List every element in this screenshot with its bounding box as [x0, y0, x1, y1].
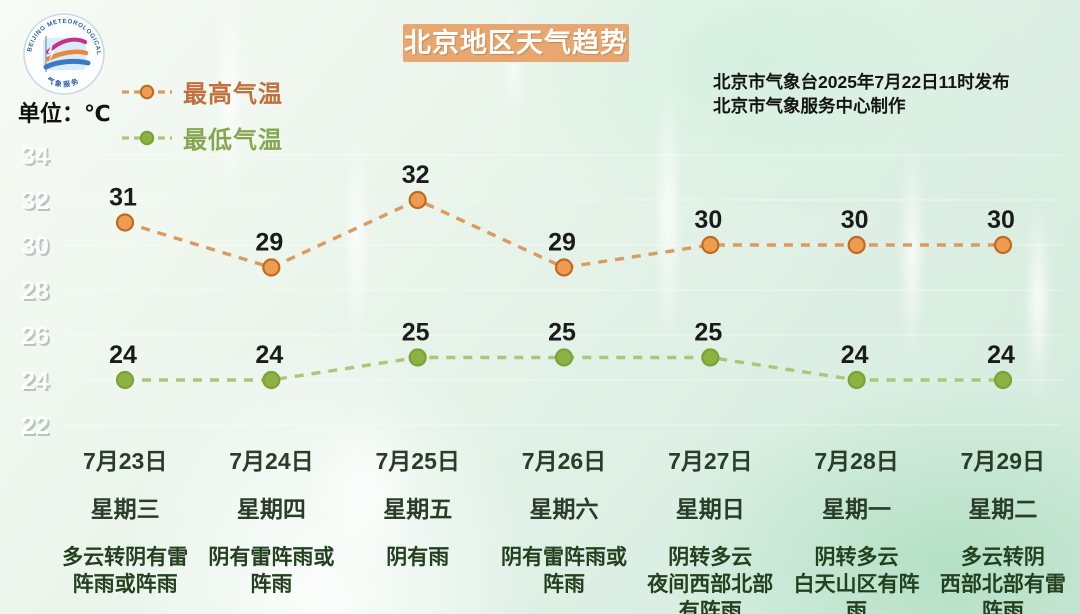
page-title: 北京地区天气趋势: [403, 24, 629, 62]
low-temp-line: [125, 355, 1003, 382]
low-temp-value-label: 25: [548, 319, 576, 347]
legend-label: 最高气温: [183, 81, 283, 108]
high-temp-point: [408, 190, 427, 210]
day-weekday-label: 星期一: [822, 496, 892, 522]
day-weather-description: 阴有雷阵雨或 阵雨: [208, 546, 335, 596]
issued-line: 北京市气象台2025年7月22日11时发布: [713, 72, 1010, 92]
day-date-label: 7月28日: [814, 448, 899, 474]
day-date-label: 7月23日: [82, 448, 168, 474]
day-labels-row: 7月23日 星期三 多云转阴有雷 阵雨或阵雨 7月24日 星期四 阴有雷阵雨或 阵雨 7月2…: [52, 440, 1076, 614]
high-temp-value-label: 29: [255, 229, 283, 257]
low-temp-value-label: 25: [402, 319, 430, 347]
day-weekday-label: 星期二: [968, 496, 1038, 522]
light-streak: [905, 130, 919, 380]
low-temp-value-label: 24: [987, 341, 1015, 369]
unit-label: 单位：℃: [18, 101, 111, 126]
source-info: 北京市气象台2025年7月22日11时发布 北京市气象服务中心制作: [713, 70, 1010, 118]
day-weather-description: 阴转多云 白天山区有阵 雨: [793, 546, 920, 614]
low-temp-point: [554, 348, 574, 367]
day-column: 7月28日星期一阴转多云 白天山区有阵 雨: [783, 440, 929, 614]
day-weather-description: 阴有雷阵雨或 阵雨: [500, 546, 627, 596]
day-weekday-label: 星期六: [529, 496, 599, 522]
day-column: 7月25日星期五阴有雨: [345, 440, 491, 614]
day-weekday-label: 星期四: [236, 496, 306, 522]
produced-line: 北京市气象服务中心制作: [713, 96, 906, 116]
y-axis-tick-label: 34: [21, 142, 49, 170]
high-temp-point: [993, 235, 1013, 255]
chart-legend: 最高气温 最低气温: [121, 74, 283, 155]
legend-item-low-temp: 最低气温: [121, 120, 283, 155]
y-axis-tick-shadow: 34: [23, 144, 51, 172]
y-axis-tick-label: 26: [21, 322, 49, 350]
y-axis-tick-label: 28: [21, 277, 49, 305]
low-temp-point: [701, 348, 720, 367]
day-column: 7月29日星期二多云转阴 西部北部有雷 阵雨: [930, 440, 1076, 614]
high-temp-value-label: 32: [402, 161, 430, 189]
high-temp-value-label: 30: [694, 206, 722, 234]
y-axis-tick-shadow: 32: [23, 189, 51, 217]
light-streak: [508, 0, 520, 130]
light-streak: [350, 110, 364, 370]
day-weather-description: 阴有雨: [386, 546, 450, 569]
low-temp-value-label: 25: [694, 319, 722, 347]
high-temp-point: [701, 235, 720, 255]
low-temp-point: [262, 370, 281, 390]
low-temp-point: [993, 370, 1013, 390]
day-column: 7月23日星期三多云转阴有雷 阵雨或阵雨: [52, 440, 198, 614]
day-date-label: 7月24日: [229, 448, 314, 474]
low-temp-point: [115, 370, 135, 390]
y-axis-tick-shadow: 30: [23, 234, 51, 262]
high-temp-point: [554, 258, 574, 277]
day-weekday-label: 星期日: [675, 496, 745, 522]
y-axis-tick-shadow: 28: [23, 279, 51, 307]
high-temp-value-label: 31: [109, 184, 137, 212]
day-column: 7月24日星期四阴有雷阵雨或 阵雨: [198, 440, 344, 614]
high-temp-point: [847, 235, 866, 255]
beijing-meteorological-service-logo-icon: BEIJING METEOROLOGICAL SERVICE 气象服务: [22, 12, 105, 95]
y-axis-tick-label: 24: [21, 367, 49, 395]
high-temp-point: [115, 213, 135, 232]
day-date-label: 7月27日: [668, 448, 753, 474]
low-temp-value-label: 24: [841, 341, 869, 369]
high-temp-marker-icon: [122, 84, 172, 99]
y-axis-tick-label: 30: [21, 232, 49, 260]
y-axis-tick-shadow: 26: [23, 324, 51, 352]
day-weather-description: 阴转多云 夜间西部北部 有阵雨: [647, 546, 774, 614]
high-temp-point: [262, 258, 281, 277]
day-date-label: 7月25日: [375, 448, 460, 474]
day-weather-description: 多云转阴有雷 阵雨或阵雨: [62, 546, 189, 596]
day-weekday-label: 星期五: [383, 496, 453, 522]
light-streak: [1030, 190, 1046, 410]
legend-label: 最低气温: [183, 127, 283, 154]
day-weather-description: 多云转阴 西部北部有雷 阵雨: [939, 546, 1066, 614]
day-date-label: 7月29日: [960, 448, 1046, 474]
low-temp-point: [408, 348, 427, 367]
light-streak: [660, 60, 676, 360]
high-temp-value-label: 29: [548, 229, 576, 257]
low-temp-value-label: 24: [109, 341, 137, 369]
day-weekday-label: 星期三: [90, 496, 160, 522]
y-axis-tick-shadow: 22: [23, 414, 51, 442]
high-temp-value-label: 30: [987, 206, 1015, 234]
day-column: 7月26日星期六阴有雷阵雨或 阵雨: [491, 440, 637, 614]
high-temp-line: [124, 198, 1003, 270]
low-temp-point: [847, 370, 866, 390]
low-temp-marker-icon: [122, 130, 172, 145]
day-column: 7月27日星期日阴转多云 夜间西部北部 有阵雨: [637, 440, 783, 614]
y-axis-tick-shadow: 24: [23, 369, 51, 397]
y-axis-tick-label: 22: [21, 412, 49, 440]
day-date-label: 7月26日: [521, 448, 607, 474]
low-temp-value-label: 24: [255, 341, 283, 369]
y-axis-tick-label: 32: [21, 187, 49, 215]
legend-item-high-temp: 最高气温: [121, 74, 283, 109]
high-temp-value-label: 30: [841, 206, 869, 234]
